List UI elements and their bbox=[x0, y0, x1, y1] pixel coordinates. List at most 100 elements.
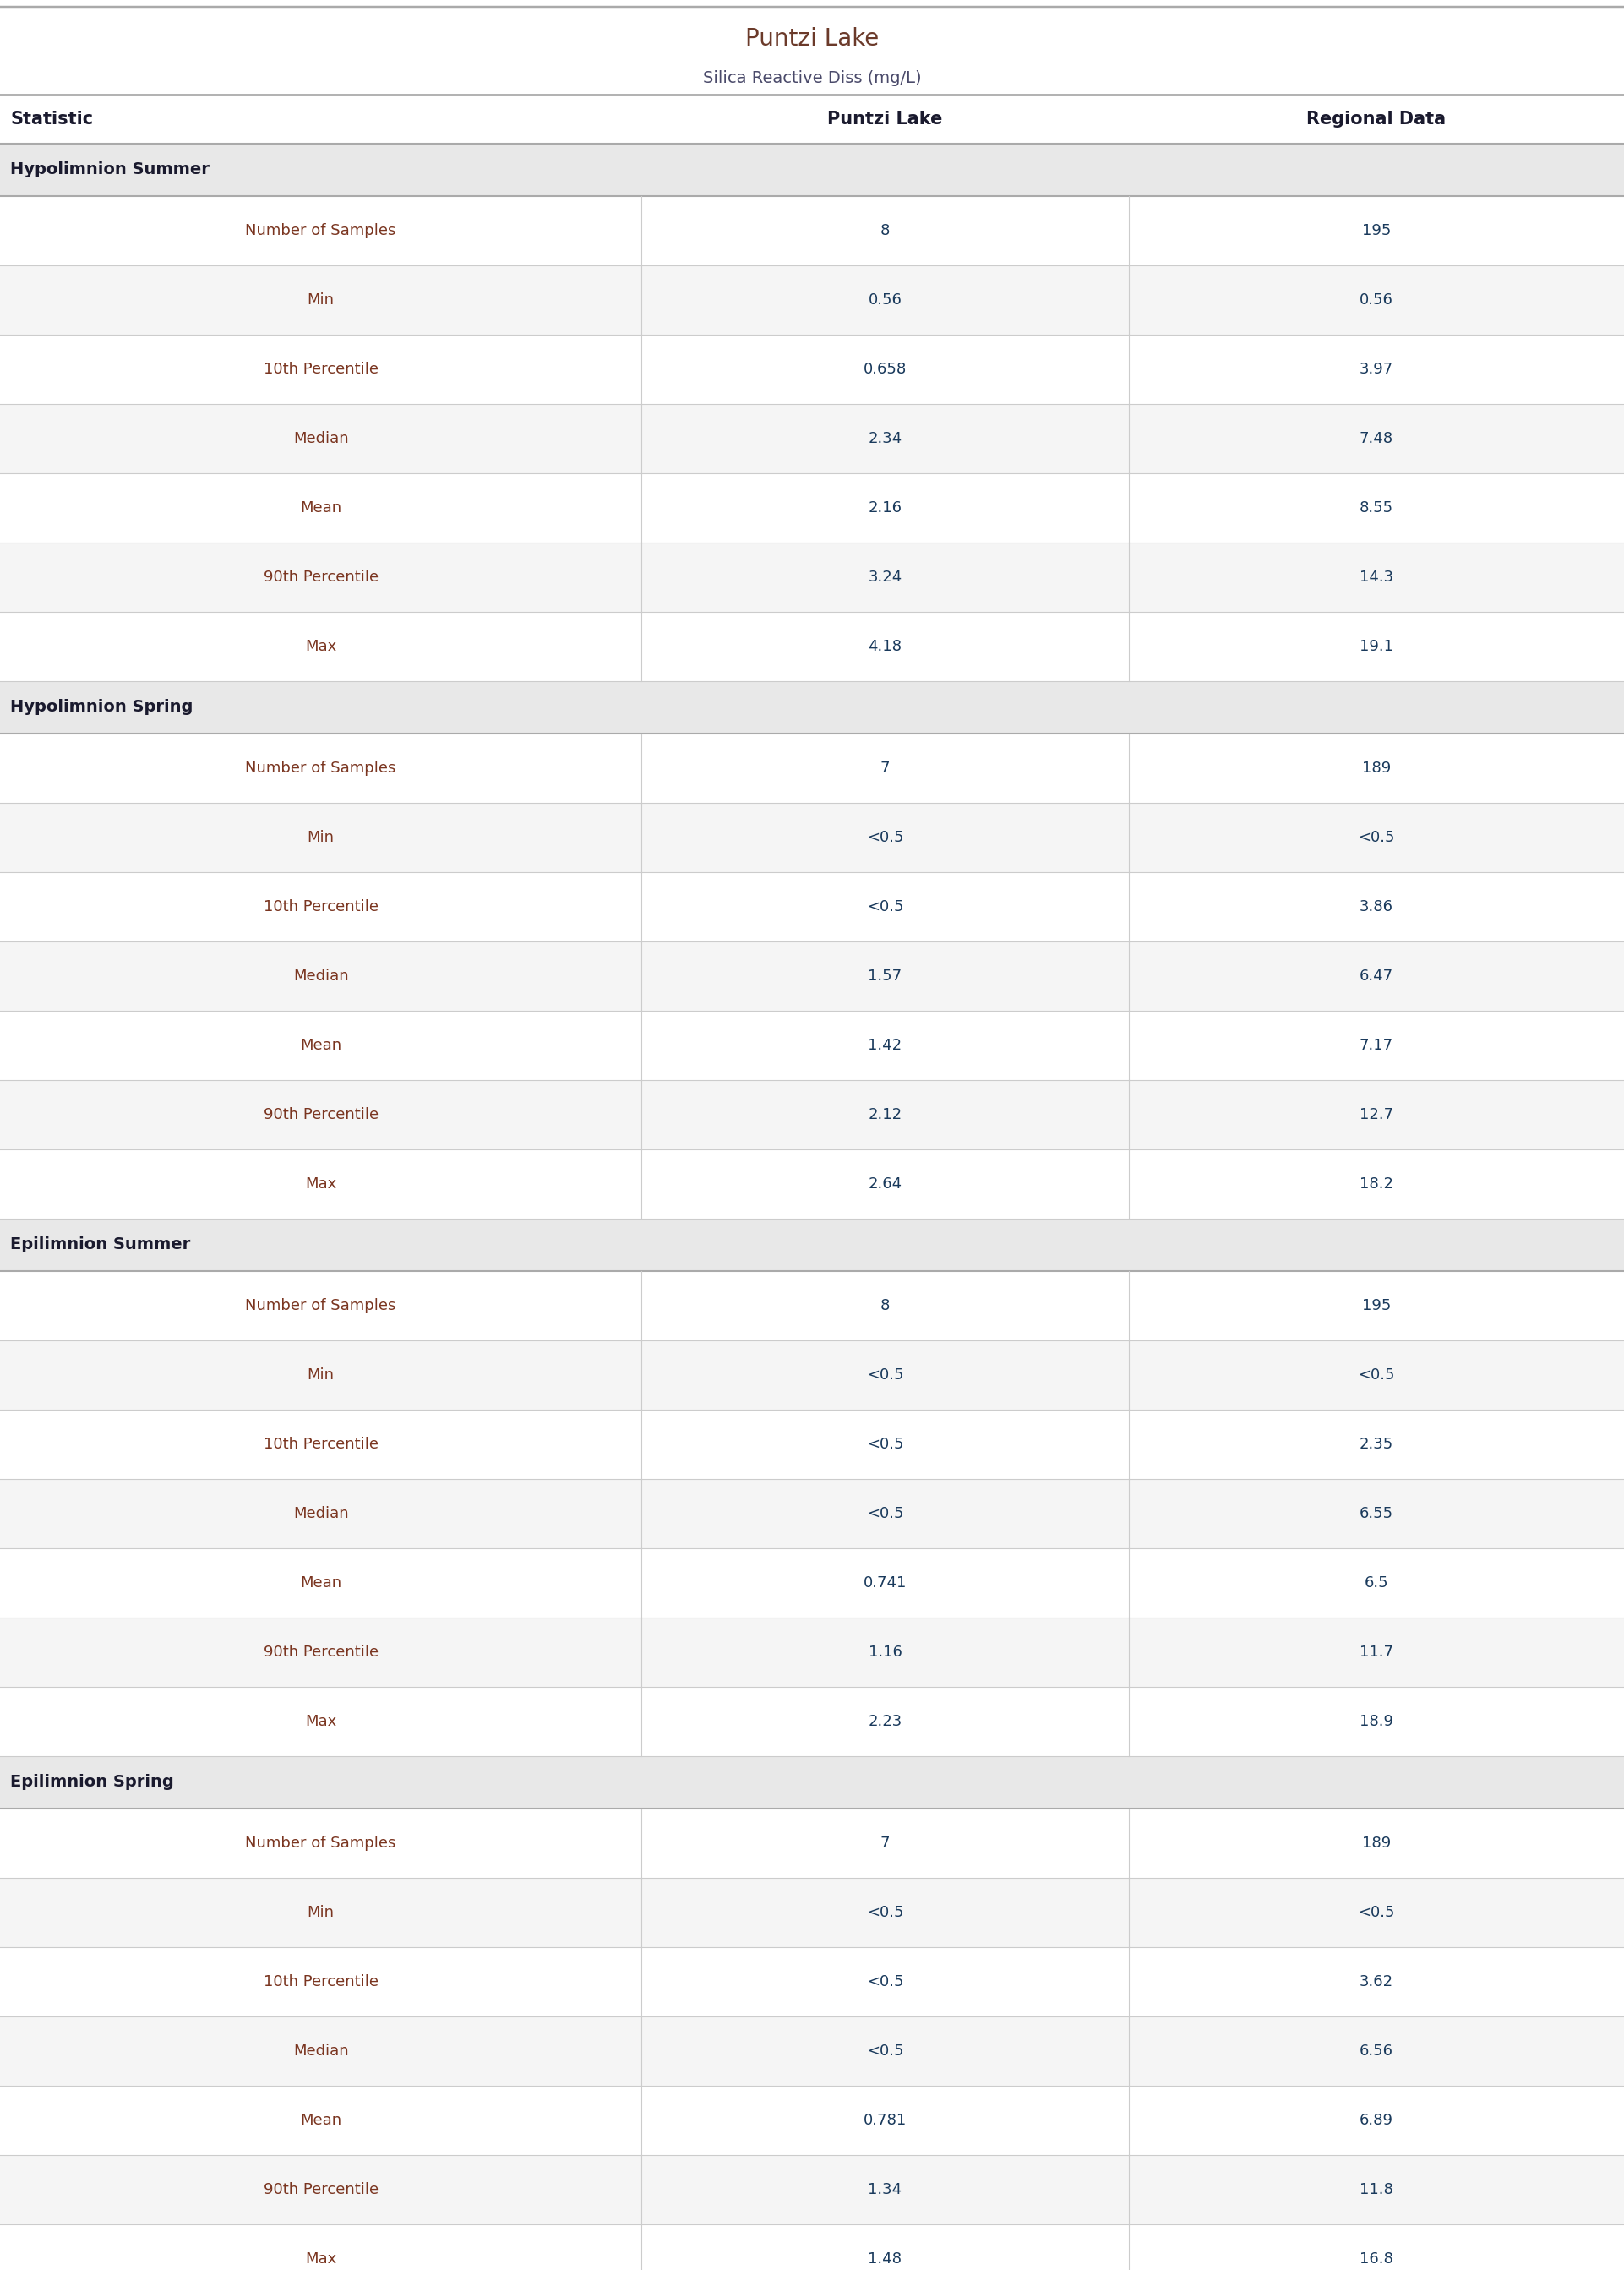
Bar bbox=[0, 1149, 1624, 1219]
Bar bbox=[0, 1687, 1624, 1757]
Text: 18.2: 18.2 bbox=[1359, 1176, 1393, 1192]
Text: 6.89: 6.89 bbox=[1359, 2113, 1393, 2127]
Text: 14.3: 14.3 bbox=[1359, 570, 1393, 586]
Text: <0.5: <0.5 bbox=[1358, 1367, 1395, 1382]
Text: 2.23: 2.23 bbox=[869, 1714, 901, 1730]
Bar bbox=[0, 266, 1624, 334]
Text: 90th Percentile: 90th Percentile bbox=[263, 2181, 378, 2197]
Text: 2.12: 2.12 bbox=[869, 1108, 901, 1121]
Bar bbox=[0, 804, 1624, 872]
Text: Mean: Mean bbox=[300, 2113, 341, 2127]
Bar bbox=[0, 1619, 1624, 1687]
Bar bbox=[0, 1809, 1624, 1877]
Bar bbox=[0, 543, 1624, 613]
Text: Number of Samples: Number of Samples bbox=[245, 222, 396, 238]
Text: Silica Reactive Diss (mg/L): Silica Reactive Diss (mg/L) bbox=[703, 70, 921, 86]
Bar bbox=[0, 872, 1624, 942]
Text: 90th Percentile: 90th Percentile bbox=[263, 1643, 378, 1659]
Text: <0.5: <0.5 bbox=[1358, 1905, 1395, 1920]
Text: Min: Min bbox=[307, 1905, 335, 1920]
Text: 7: 7 bbox=[880, 760, 890, 776]
Text: <0.5: <0.5 bbox=[867, 1975, 903, 1989]
Text: 8.55: 8.55 bbox=[1359, 499, 1393, 515]
Text: Epilimnion Summer: Epilimnion Summer bbox=[10, 1237, 190, 1253]
Text: 1.42: 1.42 bbox=[869, 1037, 901, 1053]
Text: Min: Min bbox=[307, 1367, 335, 1382]
Text: 10th Percentile: 10th Percentile bbox=[263, 899, 378, 915]
Text: Regional Data: Regional Data bbox=[1307, 111, 1445, 127]
Bar bbox=[0, 334, 1624, 404]
Text: 8: 8 bbox=[880, 222, 890, 238]
Text: Mean: Mean bbox=[300, 499, 341, 515]
Text: 1.57: 1.57 bbox=[869, 969, 901, 983]
Text: Median: Median bbox=[292, 2043, 349, 2059]
Text: 11.8: 11.8 bbox=[1359, 2181, 1393, 2197]
Text: Mean: Mean bbox=[300, 1575, 341, 1591]
Bar bbox=[0, 1948, 1624, 2016]
Text: Hypolimnion Summer: Hypolimnion Summer bbox=[10, 161, 209, 177]
Text: Max: Max bbox=[305, 638, 336, 654]
Text: 0.658: 0.658 bbox=[864, 361, 906, 377]
Bar bbox=[0, 2086, 1624, 2154]
Text: 2.16: 2.16 bbox=[869, 499, 901, 515]
Text: 18.9: 18.9 bbox=[1359, 1714, 1393, 1730]
Bar bbox=[0, 404, 1624, 472]
Text: 1.34: 1.34 bbox=[869, 2181, 901, 2197]
Text: 4.18: 4.18 bbox=[869, 638, 901, 654]
Text: 6.55: 6.55 bbox=[1359, 1505, 1393, 1521]
Bar bbox=[0, 1219, 1624, 1271]
Text: Mean: Mean bbox=[300, 1037, 341, 1053]
Text: 0.56: 0.56 bbox=[869, 293, 901, 309]
Text: <0.5: <0.5 bbox=[867, 1437, 903, 1453]
Text: <0.5: <0.5 bbox=[867, 1905, 903, 1920]
Bar bbox=[0, 1010, 1624, 1081]
Bar bbox=[0, 1480, 1624, 1548]
Text: Puntzi Lake: Puntzi Lake bbox=[828, 111, 942, 127]
Text: 0.781: 0.781 bbox=[864, 2113, 906, 2127]
Text: 8: 8 bbox=[880, 1298, 890, 1314]
Text: 10th Percentile: 10th Percentile bbox=[263, 361, 378, 377]
Text: Median: Median bbox=[292, 1505, 349, 1521]
Text: 195: 195 bbox=[1363, 222, 1390, 238]
Text: <0.5: <0.5 bbox=[1358, 831, 1395, 844]
Text: <0.5: <0.5 bbox=[867, 1367, 903, 1382]
Text: Min: Min bbox=[307, 831, 335, 844]
Bar bbox=[0, 1271, 1624, 1339]
Text: 3.97: 3.97 bbox=[1359, 361, 1393, 377]
Text: 189: 189 bbox=[1363, 1836, 1390, 1850]
Text: 7.17: 7.17 bbox=[1359, 1037, 1393, 1053]
Text: 90th Percentile: 90th Percentile bbox=[263, 570, 378, 586]
Bar bbox=[0, 733, 1624, 804]
Text: Max: Max bbox=[305, 1176, 336, 1192]
Text: 19.1: 19.1 bbox=[1359, 638, 1393, 654]
Text: 6.47: 6.47 bbox=[1359, 969, 1393, 983]
Text: 3.86: 3.86 bbox=[1359, 899, 1393, 915]
Bar bbox=[0, 95, 1624, 143]
Bar bbox=[0, 942, 1624, 1010]
Text: 10th Percentile: 10th Percentile bbox=[263, 1975, 378, 1989]
Text: 189: 189 bbox=[1363, 760, 1390, 776]
Text: 10th Percentile: 10th Percentile bbox=[263, 1437, 378, 1453]
Text: 7: 7 bbox=[880, 1836, 890, 1850]
Text: <0.5: <0.5 bbox=[867, 831, 903, 844]
Text: 1.48: 1.48 bbox=[869, 2252, 901, 2268]
Bar bbox=[0, 2154, 1624, 2225]
Text: Max: Max bbox=[305, 2252, 336, 2268]
Text: Max: Max bbox=[305, 1714, 336, 1730]
Bar bbox=[0, 1081, 1624, 1149]
Text: 0.741: 0.741 bbox=[864, 1575, 906, 1591]
Text: Median: Median bbox=[292, 431, 349, 447]
Text: <0.5: <0.5 bbox=[867, 1505, 903, 1521]
Bar bbox=[0, 1410, 1624, 1480]
Bar bbox=[0, 143, 1624, 195]
Text: 7.48: 7.48 bbox=[1359, 431, 1393, 447]
Text: Median: Median bbox=[292, 969, 349, 983]
Text: Number of Samples: Number of Samples bbox=[245, 1298, 396, 1314]
Bar bbox=[0, 1339, 1624, 1410]
Text: 12.7: 12.7 bbox=[1359, 1108, 1393, 1121]
Text: 90th Percentile: 90th Percentile bbox=[263, 1108, 378, 1121]
Text: 0.56: 0.56 bbox=[1359, 293, 1393, 309]
Text: 6.5: 6.5 bbox=[1364, 1575, 1389, 1591]
Text: Number of Samples: Number of Samples bbox=[245, 1836, 396, 1850]
Text: 2.35: 2.35 bbox=[1359, 1437, 1393, 1453]
